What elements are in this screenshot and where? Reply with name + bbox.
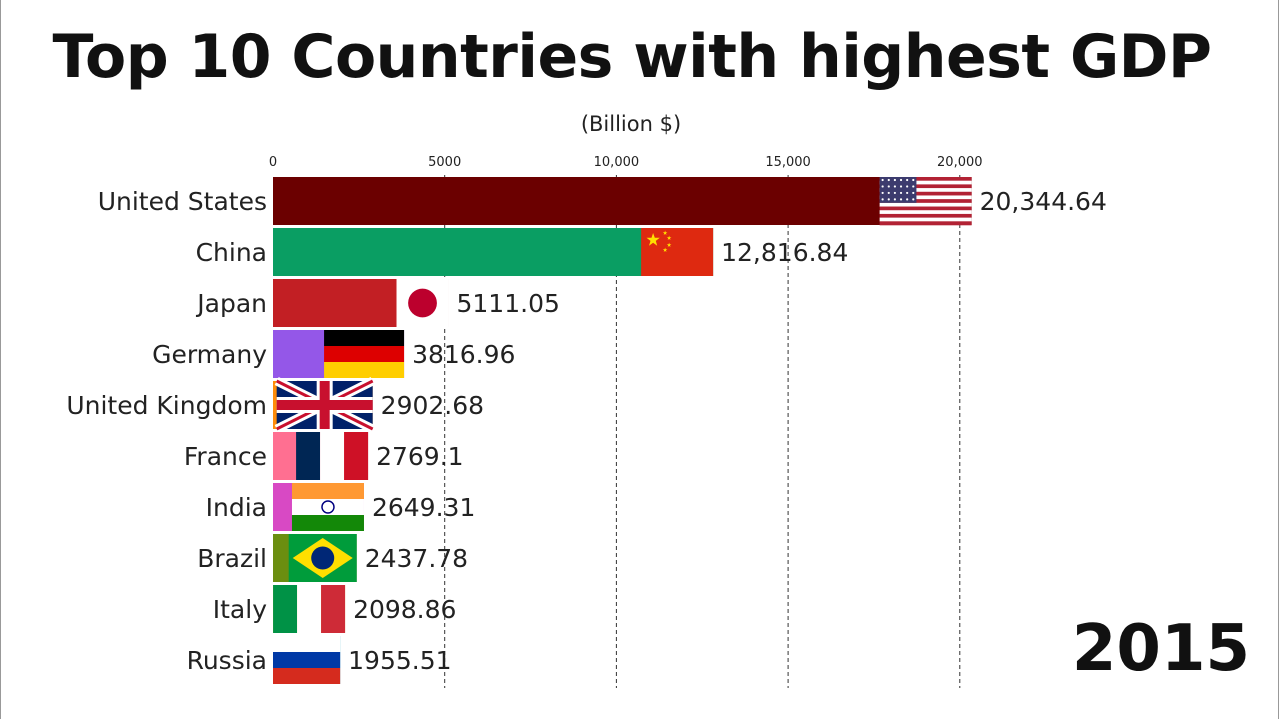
bar-row: Japan 5111.05 xyxy=(195,279,560,327)
bar xyxy=(273,177,972,225)
x-tick-label: 0 xyxy=(269,155,277,170)
value-label: 2902.68 xyxy=(381,391,484,420)
category-label: China xyxy=(196,238,267,267)
value-label: 2098.86 xyxy=(353,595,456,624)
bar-row: India 2649.31 xyxy=(206,483,475,531)
bar-row: United Kingdom 2902.68 xyxy=(66,376,484,434)
category-label: Brazil xyxy=(197,544,267,573)
india-flag-icon xyxy=(291,483,364,531)
bar-row: United States 20,344.64 xyxy=(98,177,1107,226)
x-tick-label: 5000 xyxy=(428,155,461,170)
category-label: United States xyxy=(98,187,267,216)
value-label: 3816.96 xyxy=(412,340,515,369)
brazil-flag-icon xyxy=(288,534,357,582)
unit-label: (Billion $) xyxy=(580,112,682,136)
x-tick-label: 15,000 xyxy=(765,155,811,170)
japan-flag-icon xyxy=(396,279,449,327)
uk-flag-icon xyxy=(274,376,375,434)
category-label: United Kingdom xyxy=(66,391,267,420)
x-axis: 0 5000 10,000 15,000 20,000 xyxy=(269,155,983,688)
category-label: Japan xyxy=(195,289,267,318)
category-label: India xyxy=(206,493,267,522)
italy-flag-icon xyxy=(273,585,346,633)
china-flag-icon xyxy=(641,228,714,276)
category-label: Russia xyxy=(187,646,267,675)
category-label: Italy xyxy=(213,595,267,624)
category-label: France xyxy=(184,442,267,471)
category-label: Germany xyxy=(152,340,267,369)
bar-row: Italy 2098.86 xyxy=(213,585,456,633)
value-label: 20,344.64 xyxy=(980,187,1107,216)
x-tick-label: 10,000 xyxy=(594,155,640,170)
value-label: 12,816.84 xyxy=(721,238,848,267)
value-label: 2437.78 xyxy=(365,544,468,573)
bars: United States 20,344.64 China 12,816.84 Japa… xyxy=(66,177,1107,684)
russia-flag-icon xyxy=(273,636,341,684)
germany-flag-icon xyxy=(324,330,405,378)
value-label: 5111.05 xyxy=(457,289,560,318)
bar-row: China 12,816.84 xyxy=(196,228,848,276)
bar xyxy=(273,228,714,276)
year-label: 2015 xyxy=(1071,612,1250,686)
france-flag-icon xyxy=(296,432,369,480)
bar-row: Brazil 2437.78 xyxy=(197,534,468,582)
value-label: 2769.1 xyxy=(376,442,463,471)
us-flag-icon xyxy=(879,177,972,226)
value-label: 2649.31 xyxy=(372,493,475,522)
x-tick-label: 20,000 xyxy=(937,155,983,170)
bar-row: France 2769.1 xyxy=(184,432,464,480)
value-label: 1955.51 xyxy=(348,646,451,675)
bar-row: Germany 3816.96 xyxy=(152,330,515,378)
bar-row: Russia 1955.51 xyxy=(187,636,452,684)
chart-title: Top 10 Countries with highest GDP xyxy=(52,22,1212,92)
